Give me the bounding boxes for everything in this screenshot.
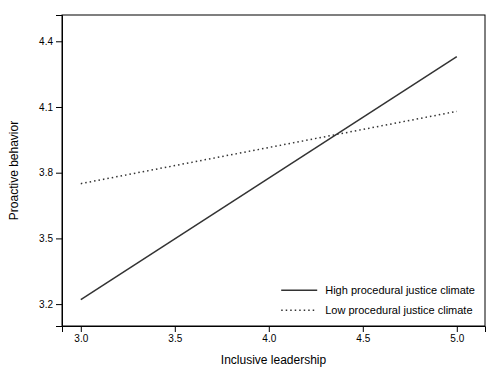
y-axis-tick-label: 3.2: [39, 299, 53, 310]
x-axis-tick-mark: [363, 326, 364, 332]
y-axis-tick: 3.2: [39, 299, 62, 310]
x-axis-tick: 4.0: [262, 326, 276, 344]
legend-swatch: [281, 309, 317, 311]
x-axis-tick: 3.5: [168, 326, 182, 344]
y-axis-tick-label: 3.8: [39, 167, 53, 178]
y-axis-tick-label: 4.1: [39, 102, 53, 113]
x-axis-tick: 5.0: [450, 326, 464, 344]
x-axis-line: [63, 327, 486, 333]
x-axis-tick: 3.0: [74, 326, 88, 344]
x-axis-tick-label: 3.5: [168, 333, 182, 344]
y-axis-title: Proactive behavior: [7, 121, 21, 220]
x-axis-tick-mark: [269, 326, 270, 332]
chart: 3.0 3.5 4.0 4.5 5.0 3.2 3.5 3.8 4.1 4.4 Inclusive …: [0, 0, 500, 376]
legend-item: Low procedural justice climate: [281, 304, 472, 316]
x-axis-tick-label: 4.0: [262, 333, 276, 344]
x-axis-tick-label: 4.5: [356, 333, 370, 344]
series-line: [81, 57, 457, 300]
x-axis-tick-mark: [81, 326, 82, 332]
y-axis-tick-mark: [56, 107, 62, 108]
legend-label: High procedural justice climate: [325, 284, 475, 296]
y-axis-tick: 4.1: [39, 102, 62, 113]
y-axis-tick-mark: [56, 173, 62, 174]
x-axis-title: Inclusive leadership: [221, 353, 327, 367]
y-axis-tick: 3.5: [39, 233, 62, 244]
x-axis-tick: 4.5: [356, 326, 370, 344]
x-axis-tick-mark: [175, 326, 176, 332]
x-axis-tick-label: 3.0: [74, 333, 88, 344]
y-axis-tick-mark: [56, 238, 62, 239]
x-axis: 3.0 3.5 4.0 4.5 5.0: [63, 326, 486, 344]
legend-item: High procedural justice climate: [281, 284, 475, 296]
plot-frame: [62, 15, 485, 326]
plot: 3.0 3.5 4.0 4.5 5.0 3.2 3.5 3.8 4.1 4.4 Inclusive …: [7, 15, 486, 367]
x-axis-tick-mark: [457, 326, 458, 332]
x-axis-tick-label: 5.0: [450, 333, 464, 344]
y-axis: 3.2 3.5 3.8 4.1 4.4: [39, 16, 62, 327]
y-axis-tick: 3.8: [39, 167, 62, 178]
legend-swatch: [281, 289, 317, 291]
y-axis-tick-label: 4.4: [39, 36, 53, 47]
series-line: [81, 111, 457, 183]
y-axis-tick-mark: [56, 304, 62, 305]
y-axis-line: [56, 16, 63, 327]
legend-label: Low procedural justice climate: [325, 304, 472, 316]
y-axis-tick: 4.4: [39, 36, 62, 47]
lines: [81, 57, 457, 300]
y-axis-tick-mark: [56, 41, 62, 42]
legend: High procedural justice climate Low proce…: [281, 284, 475, 316]
y-axis-tick-label: 3.5: [39, 233, 53, 244]
